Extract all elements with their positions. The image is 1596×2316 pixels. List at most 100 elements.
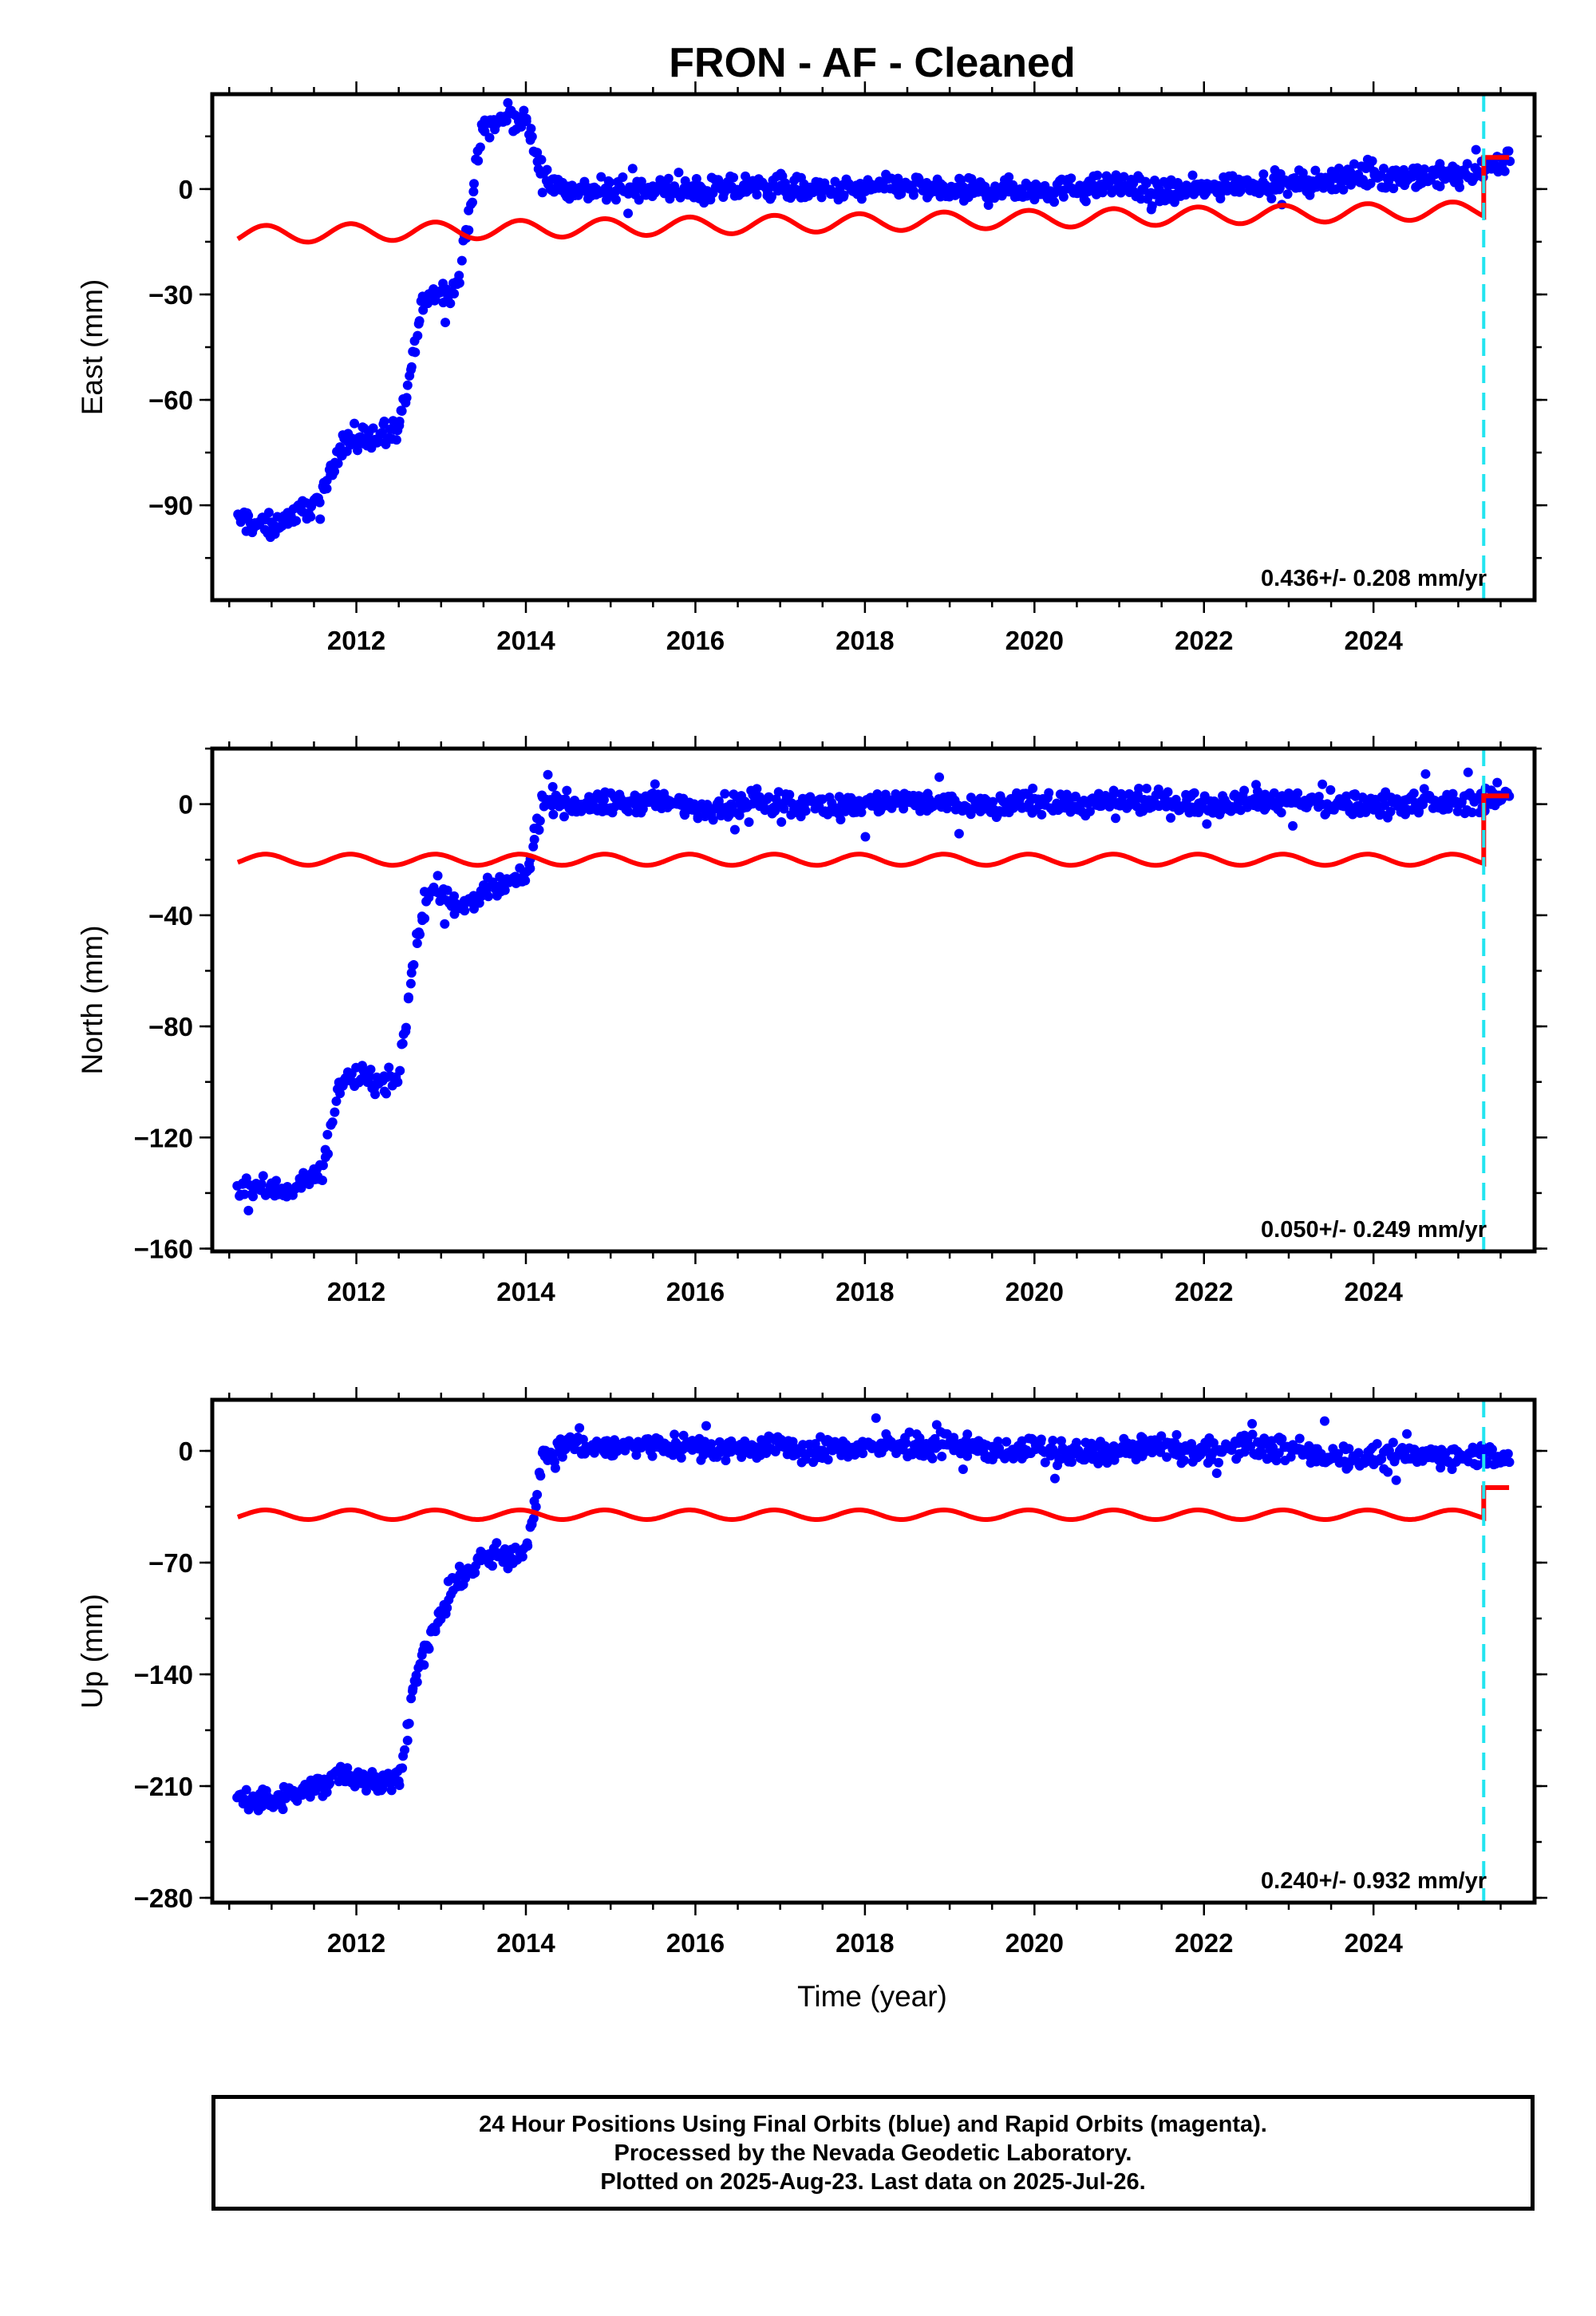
chart-title: FRON - AF - Cleaned	[669, 40, 1075, 86]
data-point	[414, 316, 425, 326]
data-point	[419, 1660, 429, 1670]
data-point	[954, 828, 964, 839]
data-point	[1001, 1437, 1012, 1447]
data-point	[1156, 1431, 1167, 1441]
data-point	[258, 1171, 268, 1181]
data-point	[1269, 788, 1279, 798]
x-tick-label: 2018	[836, 1277, 894, 1306]
data-point	[1455, 182, 1465, 192]
data-point	[1246, 1441, 1256, 1452]
rate-label: 0.050+/- 0.249 mm/yr	[1261, 1217, 1487, 1243]
data-point	[676, 1452, 686, 1463]
data-point	[937, 1451, 947, 1461]
data-point	[241, 1173, 251, 1184]
data-point	[391, 435, 401, 445]
data-point	[314, 497, 325, 508]
data-point	[325, 1778, 335, 1788]
data-point	[1258, 169, 1269, 180]
data-point	[776, 817, 787, 828]
data-point	[1058, 192, 1069, 202]
data-point	[1187, 170, 1198, 180]
data-point	[333, 458, 343, 468]
data-point	[404, 1718, 414, 1729]
data-point	[503, 97, 513, 108]
data-point	[938, 180, 948, 191]
data-point	[403, 994, 413, 1004]
data-point	[410, 347, 421, 358]
data-point	[368, 423, 378, 433]
x-tick-label: 2012	[327, 626, 385, 655]
y-tick-label: −160	[134, 1235, 193, 1264]
data-point	[406, 967, 417, 978]
data-point	[405, 978, 416, 989]
data-point	[1189, 788, 1199, 798]
panel-north: 2012 2014 2016 2018 2020 2022 2024 0 −40 −80 −120 −…	[76, 736, 1547, 1306]
data-point	[788, 1437, 798, 1447]
data-point	[547, 781, 558, 792]
data-point	[1247, 1429, 1258, 1440]
x-tick-label: 2014	[496, 1277, 555, 1306]
data-point	[412, 1677, 422, 1687]
panel-east: 2012 2014 2016 2018 2020 2022 2024 0 −30 −60 −90 Ea…	[76, 81, 1547, 655]
y-tick-label: −280	[134, 1883, 193, 1913]
data-point	[856, 807, 867, 817]
data-point	[370, 1089, 381, 1100]
y-tick-label: 0	[179, 175, 193, 204]
y-tick-label: −120	[134, 1123, 193, 1152]
data-point	[548, 809, 559, 820]
data-point	[1290, 173, 1300, 184]
y-tick-label: −60	[148, 385, 193, 415]
data-point	[1479, 1448, 1489, 1459]
data-point	[353, 445, 363, 456]
data-point	[440, 318, 451, 328]
data-point	[412, 939, 422, 949]
panel-frame	[210, 746, 1537, 1254]
data-point	[526, 124, 536, 134]
data-point	[1443, 804, 1453, 814]
y-tick-label: 0	[179, 790, 193, 820]
data-point	[1391, 1475, 1401, 1485]
data-point	[315, 514, 326, 524]
data-point	[908, 186, 918, 196]
data-point	[1044, 788, 1054, 798]
data-point	[1277, 1434, 1287, 1445]
data-point	[1367, 156, 1377, 166]
data-point	[744, 817, 754, 828]
data-point	[784, 789, 795, 800]
data-point	[773, 787, 784, 797]
data-point	[442, 885, 452, 895]
data-point	[1179, 1455, 1190, 1465]
data-point	[1202, 819, 1212, 829]
data-point	[330, 466, 340, 476]
data-point	[381, 1089, 391, 1099]
data-point	[243, 511, 254, 521]
data-point	[1419, 784, 1429, 794]
data-point	[542, 164, 552, 175]
model-line	[236, 793, 1510, 868]
data-point	[402, 380, 413, 390]
data-point	[550, 1463, 560, 1473]
data-point	[1056, 1436, 1066, 1446]
footer-line-3: Plotted on 2025-Aug-23. Last data on 202…	[600, 2168, 1146, 2195]
data-point	[915, 1433, 925, 1443]
data-point	[1266, 193, 1277, 204]
y-tick-label: −80	[148, 1012, 193, 1041]
x-tick-label: 2024	[1344, 1277, 1403, 1306]
data-point	[317, 1175, 327, 1185]
data-point	[400, 1745, 410, 1755]
data-point	[361, 1785, 371, 1796]
data-point	[406, 1694, 417, 1704]
data-point	[729, 172, 739, 183]
data-point	[856, 194, 867, 204]
data-point	[394, 417, 405, 427]
data-point	[464, 225, 474, 235]
data-point	[780, 178, 790, 188]
data-point	[896, 188, 907, 199]
data-point	[291, 516, 302, 526]
data-point	[1420, 769, 1431, 779]
data-point	[596, 172, 606, 182]
x-tick-label: 2016	[666, 1277, 725, 1306]
data-point	[531, 1502, 541, 1512]
data-point	[1239, 785, 1250, 796]
